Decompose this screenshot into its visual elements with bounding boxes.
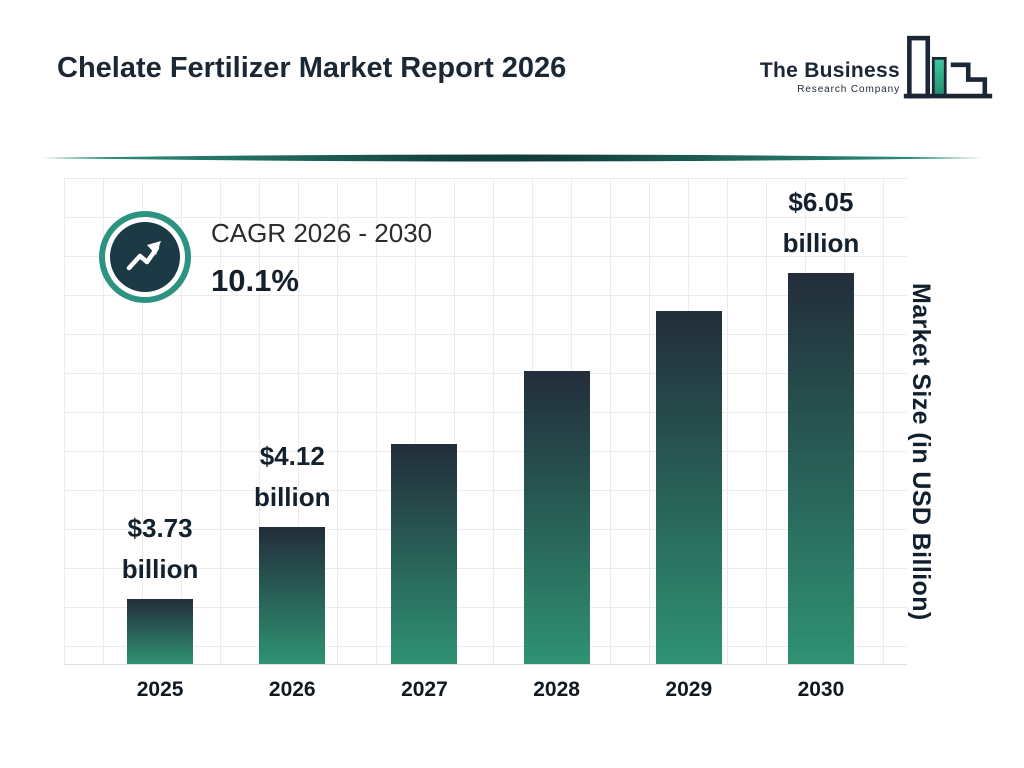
- cagr-value: 10.1%: [211, 263, 299, 298]
- bar-2030: [787, 273, 854, 664]
- bar-column-2029: [623, 178, 755, 664]
- page-title: Chelate Fertilizer Market Report 2026: [57, 52, 567, 84]
- x-tick-2028: 2028: [533, 678, 580, 701]
- logo-subtitle: Research Company: [797, 83, 900, 95]
- bar-column-2025: $3.73 billion: [94, 178, 226, 664]
- x-tick-2030: 2030: [797, 678, 845, 701]
- chart-plot-area: $3.73 billion $4.12 billion $6.05 billion: [64, 178, 907, 665]
- bar-2029: [655, 311, 722, 664]
- bar-column-2028: [491, 178, 623, 664]
- header-divider: [40, 150, 984, 166]
- growth-trend-icon: [110, 222, 180, 292]
- y-axis-title: Market Size (in USD Billion): [907, 283, 935, 621]
- bar-2027: [391, 444, 458, 664]
- cagr-period-label: CAGR 2026 - 2030: [211, 218, 433, 248]
- bar-2026: [259, 527, 326, 664]
- bar-column-2026: $4.12 billion: [226, 178, 358, 664]
- x-tick-2027: 2027: [401, 678, 448, 701]
- x-tick-2025: 2025: [136, 678, 184, 701]
- logo-name: The Business: [759, 58, 900, 82]
- bar-column-2027: [358, 178, 490, 664]
- bar-2025: [127, 599, 194, 664]
- bar-chart-logo-icon: [902, 34, 994, 119]
- bars-container: $3.73 billion $4.12 billion $6.05 billion: [64, 178, 907, 664]
- value-label-2030: $6.05 billion: [782, 187, 860, 258]
- x-tick-2029: 2029: [665, 678, 713, 701]
- logo-text: The Business Research Company: [760, 59, 900, 95]
- value-label-2025: $3.73 billion: [121, 513, 199, 584]
- value-label-2026: $4.12 billion: [253, 441, 331, 512]
- bar-column-2030: $6.05 billion: [755, 178, 887, 664]
- x-axis-labels: 2025 2026 2027 2028 2029 2030: [64, 678, 907, 702]
- x-tick-2026: 2026: [268, 678, 316, 701]
- bar-2028: [523, 371, 590, 664]
- company-logo: The Business Research Company: [760, 34, 994, 119]
